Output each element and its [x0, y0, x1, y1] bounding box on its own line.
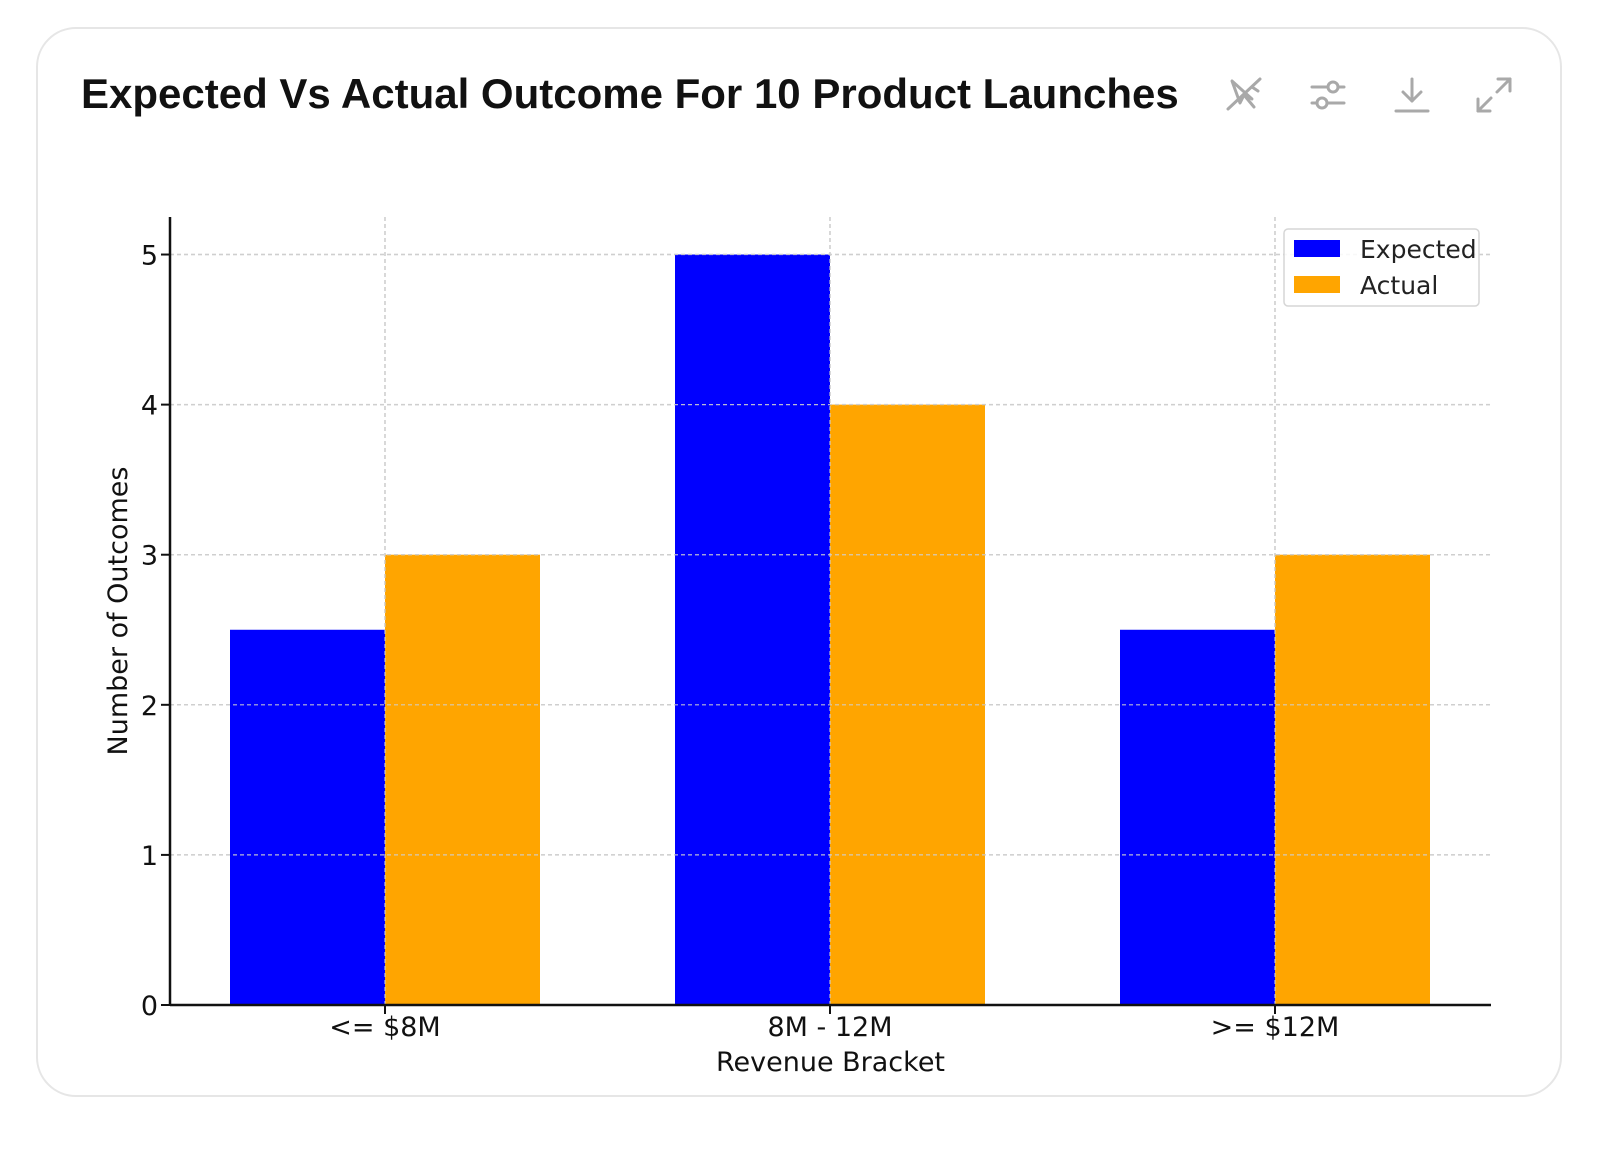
expand-button[interactable] [1468, 70, 1520, 120]
chart-title: Expected Vs Actual Outcome For 10 Produc… [81, 70, 1179, 117]
chart-card [36, 27, 1562, 1097]
chart-settings-button[interactable] [1302, 70, 1354, 120]
expand-icon [1476, 77, 1512, 113]
chart-toolbar [1218, 70, 1528, 120]
download-button[interactable] [1386, 70, 1438, 120]
interactive-toggle-button[interactable] [1218, 70, 1270, 120]
interactive-chart-off-icon [1226, 77, 1262, 111]
download-icon [1394, 77, 1430, 113]
chart-settings-icon [1310, 80, 1346, 110]
